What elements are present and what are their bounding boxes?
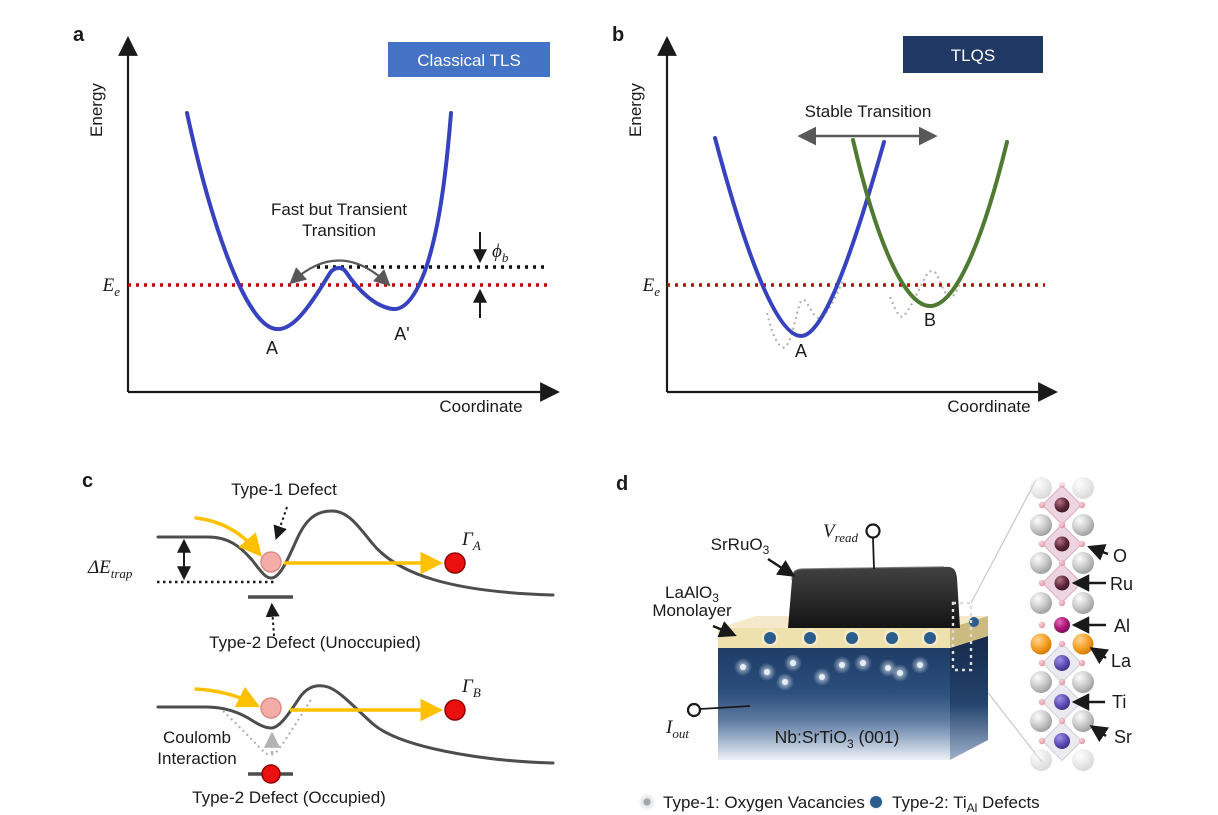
type2-occupied-label: Type-2 Defect (Occupied): [192, 788, 386, 807]
ee-label: Ee: [102, 275, 121, 299]
type2-unoccupied-label: Type-2 Defect (Unoccupied): [209, 633, 421, 652]
iout-label: Iout: [665, 717, 689, 741]
al-atom-label: Al: [1114, 616, 1130, 636]
emitted-electron-a: [444, 552, 466, 574]
monolayer-pointer-arrow: [712, 621, 737, 638]
coordinate-axis-label: Coordinate: [947, 397, 1030, 416]
la-atoms: [1030, 633, 1094, 655]
type1-pointer-arrow: [273, 506, 288, 540]
occupying-electron: [261, 764, 281, 784]
coulomb-label-line1: Coulomb: [163, 728, 231, 747]
parabola-a: [713, 136, 886, 339]
sr-atoms: [1030, 477, 1094, 771]
iout-wire: [699, 705, 751, 710]
transition-arc-arrow: [289, 259, 391, 287]
fast-transient-line2: Transition: [302, 221, 376, 240]
vread-terminal: [865, 523, 881, 539]
state-a-label: A: [266, 338, 278, 358]
energy-axis-label: Energy: [87, 83, 106, 137]
o-atom-label: O: [1113, 546, 1127, 566]
coordinate-axis-label: Coordinate: [439, 397, 522, 416]
substrate-label: Nb:SrTiO3 (001): [775, 727, 900, 751]
oxygen-vacancy-dots: [734, 654, 929, 691]
stable-transition-label: Stable Transition: [805, 102, 932, 121]
capture-arrow-b: [194, 686, 261, 708]
type1-defect-label: Type-1 Defect: [231, 480, 337, 499]
zoom-region-box: [951, 601, 973, 672]
panel-c-letter: c: [82, 470, 93, 492]
type1-legend-dot: [643, 798, 651, 806]
tlqs-badge: [903, 36, 1043, 73]
gamma-a-label: ΓA: [461, 529, 481, 553]
type2-defect-dots: [761, 617, 979, 647]
etrap-label: ΔEtrap: [87, 557, 133, 581]
potential-curve-unoccupied: [156, 509, 555, 597]
electrode-label: SrRuO3: [711, 535, 770, 557]
panel-a-classical-tls: a Energy Coordinate Fast but Transient T…: [73, 24, 560, 416]
type2-unoccupied-pointer: [265, 602, 280, 637]
ee-label: Ee: [642, 275, 661, 299]
emitted-electron-b: [444, 699, 466, 721]
panel-d-letter: d: [616, 473, 628, 495]
type2-legend-label: Type-2: TiAl Defects: [892, 793, 1040, 815]
classical-tls-badge-label: Classical TLS: [417, 51, 521, 70]
panel-b-letter: b: [612, 24, 624, 46]
classical-tls-badge: [388, 42, 550, 77]
substrate-side-face: [950, 636, 988, 760]
potential-curve-occupied: [156, 684, 555, 765]
state-b-label: B: [924, 310, 936, 330]
legend: Type-1: Oxygen Vacancies Type-2: TiAl De…: [638, 793, 1040, 815]
la-atom-label: La: [1111, 651, 1132, 671]
panel-c-defect-diagrams: c Type-1 Defect ΔEtrap ΓA Type-2 Defect …: [82, 470, 555, 807]
monolayer-label-line2: Monolayer: [652, 601, 732, 620]
ti-atom-label: Ti: [1112, 692, 1126, 712]
electrode-body: [788, 566, 960, 628]
trapped-electron-a: [260, 551, 282, 573]
parabola-b: [851, 138, 1009, 309]
ti-atoms: [1054, 655, 1070, 749]
zoom-connector-top: [970, 479, 1037, 604]
monolayer-front-face: [718, 628, 950, 648]
phi-b-label: ϕb: [492, 241, 509, 265]
coulomb-label-line2: Interaction: [157, 749, 236, 768]
ru-atoms: [1054, 497, 1070, 591]
panel-d-device-schematic: d: [616, 473, 1133, 815]
ghost-well-b: [888, 268, 966, 318]
trapped-electron-b: [260, 697, 282, 719]
ru-atom-label: Ru: [1110, 574, 1133, 594]
tlqs-badge-label: TLQS: [951, 46, 995, 65]
gamma-b-label: ΓB: [461, 676, 481, 700]
type2-legend-dot: [870, 796, 882, 808]
al-atom: [1054, 617, 1070, 633]
energy-axis-label: Energy: [626, 83, 645, 137]
type1-legend-label: Type-1: Oxygen Vacancies: [663, 793, 865, 812]
fast-transient-line1: Fast but Transient: [271, 200, 407, 219]
state-a-label: A: [795, 341, 807, 361]
atomic-structure-column: O Ru Al La Ti Sr: [1030, 477, 1133, 771]
atom-pointer-arrows: [1071, 544, 1110, 743]
vread-wire: [872, 537, 875, 570]
electrode-pointer-arrow: [767, 557, 796, 577]
state-a-prime-label: A': [394, 324, 409, 344]
panel-b-tlqs: b Energy Coordinate Stable Transition Ee…: [612, 24, 1058, 416]
sr-atom-label: Sr: [1114, 727, 1132, 747]
capture-arrow-a: [194, 516, 262, 557]
monolayer-label-line1: LaAlO3: [665, 583, 719, 605]
vread-label: Vread: [823, 521, 858, 545]
panel-a-letter: a: [73, 24, 85, 46]
iout-terminal: [686, 702, 702, 718]
electrode-top-highlight: [791, 566, 945, 581]
